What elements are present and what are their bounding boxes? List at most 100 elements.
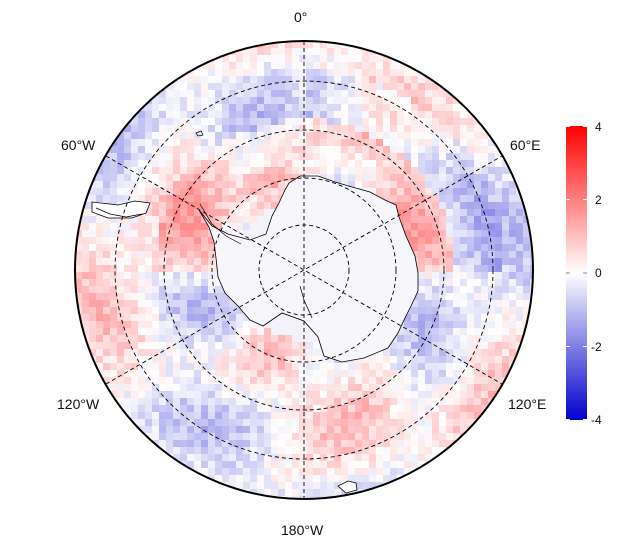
field-cell (145, 314, 152, 321)
field-cell (327, 405, 334, 412)
field-cell (292, 391, 299, 398)
field-cell (488, 321, 495, 328)
field-cell (376, 83, 383, 90)
field-cell (75, 244, 82, 251)
field-cell (404, 342, 411, 349)
field-cell (523, 195, 530, 202)
field-cell (271, 139, 278, 146)
field-cell (124, 174, 131, 181)
field-cell (411, 237, 418, 244)
field-cell (187, 363, 194, 370)
field-cell (208, 153, 215, 160)
field-cell (467, 188, 474, 195)
field-cell (89, 237, 96, 244)
field-cell (208, 398, 215, 405)
field-cell (327, 475, 334, 482)
field-cell (369, 104, 376, 111)
field-cell (229, 454, 236, 461)
field-cell (145, 209, 152, 216)
field-cell (439, 216, 446, 223)
field-cell (124, 384, 131, 391)
field-cell (138, 412, 145, 419)
field-cell (334, 167, 341, 174)
field-cell (460, 419, 467, 426)
field-cell (453, 251, 460, 258)
field-cell (306, 377, 313, 384)
field-cell (208, 349, 215, 356)
field-cell (523, 279, 530, 286)
field-cell (159, 237, 166, 244)
field-cell (446, 398, 453, 405)
field-cell (460, 349, 467, 356)
field-cell (481, 384, 488, 391)
field-cell (278, 433, 285, 440)
field-cell (334, 398, 341, 405)
field-cell (348, 69, 355, 76)
field-cell (117, 272, 124, 279)
field-cell (341, 83, 348, 90)
field-cell (278, 468, 285, 475)
field-cell (383, 48, 390, 55)
field-cell (229, 230, 236, 237)
field-cell (194, 83, 201, 90)
field-cell (299, 167, 306, 174)
field-cell (488, 160, 495, 167)
field-cell (159, 370, 166, 377)
field-cell (243, 482, 250, 489)
field-cell (509, 202, 516, 209)
field-cell (75, 279, 82, 286)
field-cell (278, 384, 285, 391)
field-cell (453, 104, 460, 111)
field-cell (264, 342, 271, 349)
field-cell (320, 118, 327, 125)
field-cell (376, 447, 383, 454)
field-cell (222, 132, 229, 139)
field-cell (222, 62, 229, 69)
field-cell (285, 412, 292, 419)
field-cell (299, 111, 306, 118)
field-cell (320, 153, 327, 160)
field-cell (215, 426, 222, 433)
field-cell (180, 377, 187, 384)
field-cell (201, 174, 208, 181)
field-cell (397, 377, 404, 384)
field-cell (404, 97, 411, 104)
field-cell (383, 391, 390, 398)
field-cell (502, 174, 509, 181)
field-cell (376, 62, 383, 69)
field-cell (208, 97, 215, 104)
field-cell (369, 419, 376, 426)
field-cell (376, 90, 383, 97)
field-cell (299, 97, 306, 104)
field-cell (481, 279, 488, 286)
field-cell (292, 377, 299, 384)
field-cell (439, 223, 446, 230)
field-cell (418, 405, 425, 412)
field-cell (411, 139, 418, 146)
field-cell (180, 419, 187, 426)
field-cell (173, 384, 180, 391)
field-cell (194, 160, 201, 167)
field-cell (411, 335, 418, 342)
field-cell (159, 174, 166, 181)
field-cell (467, 202, 474, 209)
field-cell (222, 489, 229, 496)
field-cell (285, 419, 292, 426)
field-cell (439, 174, 446, 181)
field-cell (390, 174, 397, 181)
field-cell (215, 209, 222, 216)
field-cell (173, 447, 180, 454)
field-cell (243, 419, 250, 426)
field-cell (201, 181, 208, 188)
field-cell (117, 356, 124, 363)
field-cell (411, 300, 418, 307)
field-cell (327, 174, 334, 181)
field-cell (243, 111, 250, 118)
field-cell (201, 391, 208, 398)
field-cell (439, 132, 446, 139)
field-cell (390, 349, 397, 356)
field-cell (96, 244, 103, 251)
field-cell (502, 279, 509, 286)
field-cell (425, 118, 432, 125)
field-cell (236, 321, 243, 328)
